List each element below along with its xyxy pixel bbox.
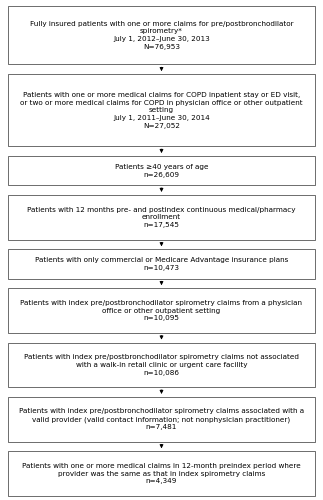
Bar [8,342,315,388]
Text: Patients with index pre/postbronchodilator spirometry claims associated with a
v: Patients with index pre/postbronchodilat… [19,408,304,430]
Bar [8,452,315,496]
Text: Patients with one or more medical claims for COPD inpatient stay or ED visit,
or: Patients with one or more medical claims… [20,92,303,129]
Text: Patients with 12 months pre- and postindex continuous medical/pharmacy
enrollmen: Patients with 12 months pre- and postind… [27,206,296,228]
Bar [8,195,315,240]
Bar [8,397,315,442]
Text: Patients with only commercial or Medicare Advantage insurance plans
n=10,473: Patients with only commercial or Medicar… [35,257,288,271]
Text: Patients with index pre/postbronchodilator spirometry claims not associated
with: Patients with index pre/postbronchodilat… [24,354,299,376]
Text: Patients with index pre/postbronchodilator spirometry claims from a physician
of: Patients with index pre/postbronchodilat… [20,300,303,322]
Text: Patients with one or more medical claims in 12-month preindex period where
provi: Patients with one or more medical claims… [22,463,301,484]
Text: Fully insured patients with one or more claims for pre/postbronchodilator
spirom: Fully insured patients with one or more … [30,20,293,50]
Bar [8,250,315,278]
Bar [8,74,315,146]
Bar [8,156,315,186]
Bar [8,288,315,333]
Bar [8,6,315,64]
Text: Patients ≥40 years of age
n=26,609: Patients ≥40 years of age n=26,609 [115,164,208,177]
